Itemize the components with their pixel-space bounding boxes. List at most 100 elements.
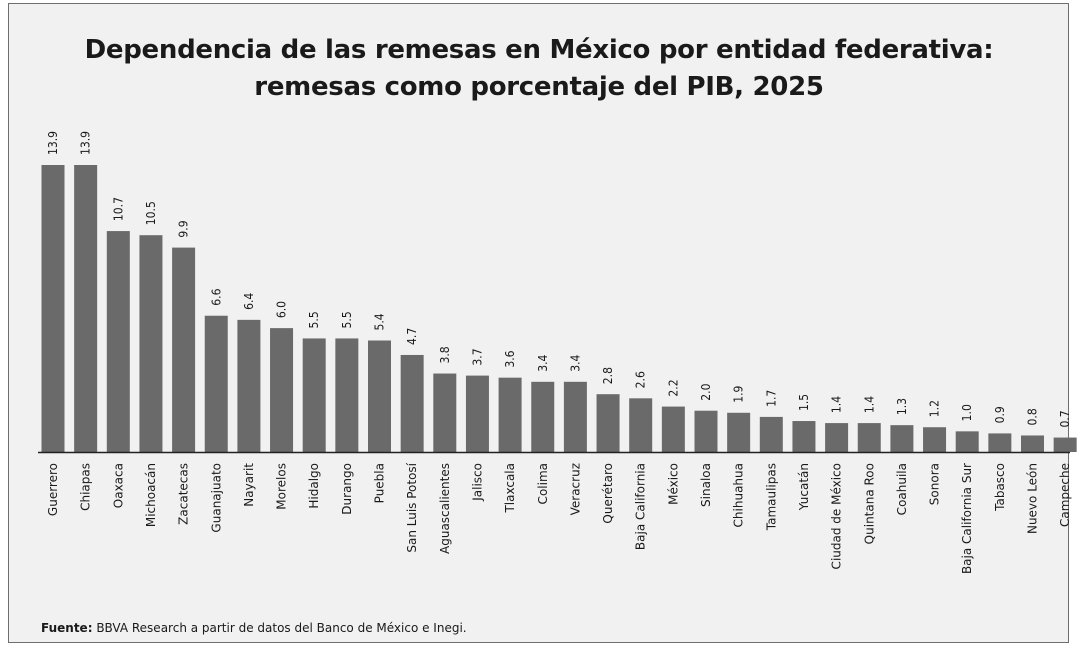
bars-group xyxy=(41,165,1077,452)
bar-31 xyxy=(1053,437,1077,452)
category-label-10: Puebla xyxy=(373,463,387,503)
value-label-17: 2.8 xyxy=(601,367,615,384)
value-label-8: 5.5 xyxy=(307,311,321,328)
category-label-30: Nuevo León xyxy=(1026,463,1040,534)
bar-6 xyxy=(237,319,261,452)
value-label-3: 10.5 xyxy=(144,201,158,225)
category-label-3: Michoacán xyxy=(144,463,158,527)
bar-24 xyxy=(825,423,849,452)
value-label-14: 3.6 xyxy=(503,350,517,367)
value-label-29: 0.9 xyxy=(993,406,1007,423)
category-label-22: Tamaulipas xyxy=(764,463,778,531)
bar-1 xyxy=(74,165,98,452)
category-label-23: Yucatán xyxy=(797,463,811,511)
bar-19 xyxy=(661,406,685,452)
bar-13 xyxy=(465,375,489,452)
value-label-10: 5.4 xyxy=(373,313,387,330)
category-labels-group: Guerrero Chiapas Oaxaca Michoacán Zacatecas G… xyxy=(46,462,1072,574)
value-labels-group: 13.9 13.9 10.7 10.5 9.9 6.6 6.4 6.0 5.5 5.5 5.4 4.7… xyxy=(46,131,1072,428)
value-label-7: 6.0 xyxy=(275,301,289,318)
chart-title-line2: remesas como porcentaje del PIB, 2025 xyxy=(254,72,824,102)
bar-5 xyxy=(204,315,228,452)
category-label-0: Guerrero xyxy=(46,463,60,516)
value-label-27: 1.2 xyxy=(928,400,942,417)
value-label-23: 1.5 xyxy=(797,394,811,411)
category-label-20: Sinaloa xyxy=(699,463,713,507)
bar-11 xyxy=(400,354,424,452)
category-label-17: Querétaro xyxy=(601,463,615,524)
value-label-20: 2.0 xyxy=(699,383,713,400)
category-label-11: San Luis Potosí xyxy=(405,462,419,552)
value-label-28: 1.0 xyxy=(960,404,974,421)
source-note: Fuente: BBVA Research a partir de datos … xyxy=(41,621,467,635)
bar-10 xyxy=(368,340,391,452)
bar-4 xyxy=(172,247,196,452)
category-label-1: Chiapas xyxy=(79,463,93,511)
category-label-13: Jalisco xyxy=(470,463,484,502)
category-label-29: Tabasco xyxy=(993,463,1007,512)
value-label-18: 2.6 xyxy=(634,371,648,388)
value-label-19: 2.2 xyxy=(666,379,680,396)
bar-20 xyxy=(694,410,718,452)
category-label-5: Guanajuato xyxy=(209,463,223,533)
bar-23 xyxy=(792,421,816,452)
category-label-15: Colima xyxy=(536,463,550,504)
category-label-21: Chihuahua xyxy=(732,463,746,527)
category-label-26: Coahuila xyxy=(895,463,909,515)
value-label-0: 13.9 xyxy=(46,131,60,155)
category-label-24: Ciudad de México xyxy=(830,463,844,569)
bar-15 xyxy=(531,381,555,452)
category-label-31: Campeche xyxy=(1058,463,1072,527)
bar-25 xyxy=(857,423,881,452)
value-label-1: 13.9 xyxy=(79,131,93,155)
bar-2 xyxy=(106,231,130,452)
category-label-19: México xyxy=(666,463,680,505)
value-label-5: 6.6 xyxy=(209,288,223,305)
category-label-27: Sonora xyxy=(928,463,942,505)
category-label-25: Quintana Roo xyxy=(862,463,876,544)
category-label-6: Nayarit xyxy=(242,463,256,507)
bar-30 xyxy=(1021,435,1044,452)
value-label-2: 10.7 xyxy=(111,197,125,221)
category-label-18: Baja California xyxy=(634,463,648,550)
category-label-8: Hidalgo xyxy=(307,463,321,509)
value-label-22: 1.7 xyxy=(764,390,778,407)
value-label-4: 9.9 xyxy=(177,220,191,237)
value-label-9: 5.5 xyxy=(340,311,354,328)
bar-0 xyxy=(41,165,65,452)
bar-29 xyxy=(988,433,1012,452)
source-text: BBVA Research a partir de datos del Banc… xyxy=(92,621,467,635)
category-label-4: Zacatecas xyxy=(177,463,191,525)
bar-16 xyxy=(563,381,587,452)
bar-22 xyxy=(759,416,783,452)
value-label-21: 1.9 xyxy=(732,385,746,402)
value-label-15: 3.4 xyxy=(536,355,550,372)
value-label-24: 1.4 xyxy=(830,396,844,413)
bar-12 xyxy=(433,373,457,452)
bar-21 xyxy=(727,412,751,452)
bar-18 xyxy=(629,398,653,452)
category-label-16: Veracruz xyxy=(568,463,582,515)
bar-7 xyxy=(270,328,294,452)
bar-14 xyxy=(498,377,522,452)
category-label-2: Oaxaca xyxy=(111,463,125,508)
category-label-7: Morelos xyxy=(275,463,289,510)
value-label-13: 3.7 xyxy=(470,348,484,365)
value-label-25: 1.4 xyxy=(862,396,876,413)
bar-17 xyxy=(596,394,620,452)
category-label-28: Baja California Sur xyxy=(960,463,974,574)
value-label-26: 1.3 xyxy=(895,398,909,415)
bar-8 xyxy=(302,338,326,452)
bar-27 xyxy=(923,427,947,452)
value-label-16: 3.4 xyxy=(568,355,582,372)
value-label-31: 0.7 xyxy=(1058,410,1072,427)
value-label-12: 3.8 xyxy=(438,346,452,363)
value-label-11: 4.7 xyxy=(405,328,419,345)
bar-28 xyxy=(955,431,979,452)
value-label-6: 6.4 xyxy=(242,293,256,310)
bar-26 xyxy=(890,425,914,452)
source-label: Fuente: xyxy=(41,621,93,635)
value-label-30: 0.8 xyxy=(1026,408,1040,425)
chart-title-line1: Dependencia de las remesas en México por… xyxy=(84,35,994,65)
